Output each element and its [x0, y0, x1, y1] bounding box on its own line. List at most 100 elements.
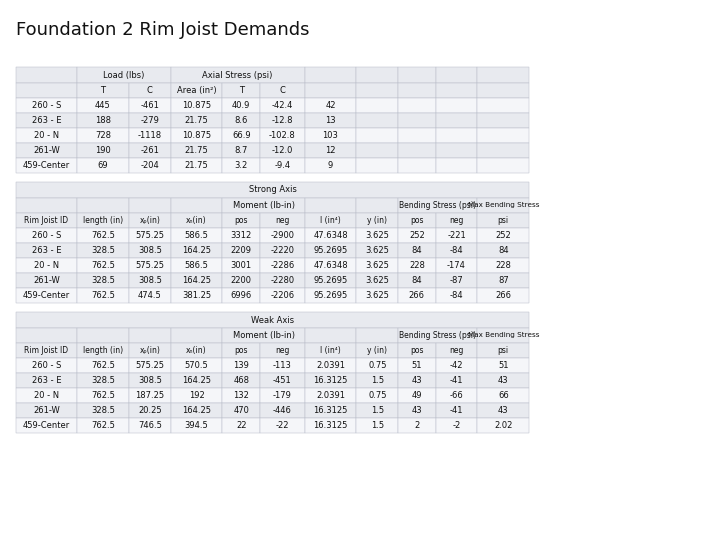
Text: 261-W: 261-W: [33, 146, 60, 155]
Text: -221: -221: [447, 231, 466, 240]
Text: neg: neg: [275, 215, 289, 225]
Bar: [222, 273, 260, 288]
Bar: [16, 113, 77, 128]
Bar: [16, 403, 77, 418]
Text: -204: -204: [140, 161, 159, 170]
Text: 308.5: 308.5: [138, 246, 162, 255]
Text: 459-Center: 459-Center: [23, 291, 70, 300]
Bar: [305, 403, 356, 418]
Text: 84: 84: [498, 246, 508, 255]
Bar: [436, 243, 477, 258]
Bar: [129, 388, 171, 403]
Bar: [477, 228, 529, 243]
Bar: [222, 258, 260, 273]
Bar: [16, 358, 77, 373]
Text: 3.625: 3.625: [365, 261, 390, 270]
Bar: [260, 98, 305, 113]
Text: Axial Stress (psi): Axial Stress (psi): [202, 71, 273, 79]
Bar: [305, 98, 356, 113]
Text: 575.25: 575.25: [135, 261, 164, 270]
Bar: [398, 358, 436, 373]
Text: 470: 470: [233, 406, 249, 415]
Bar: [356, 328, 398, 343]
Text: 87: 87: [498, 276, 508, 285]
Text: 2: 2: [414, 421, 420, 430]
Text: 3.625: 3.625: [365, 291, 390, 300]
Bar: [129, 213, 171, 228]
Bar: [171, 373, 222, 388]
Text: pos: pos: [410, 346, 423, 355]
Text: 2209: 2209: [230, 246, 252, 255]
Bar: [436, 98, 477, 113]
Text: 43: 43: [498, 376, 508, 385]
Text: Max Bending Stress: Max Bending Stress: [467, 202, 539, 208]
Bar: [129, 288, 171, 303]
Text: 66: 66: [498, 391, 508, 400]
Text: 228: 228: [409, 261, 425, 270]
Bar: [305, 288, 356, 303]
Text: 0.75: 0.75: [368, 391, 387, 400]
Text: 586.5: 586.5: [184, 261, 209, 270]
Text: 474.5: 474.5: [138, 291, 161, 300]
Bar: [16, 143, 77, 158]
Bar: [222, 83, 260, 98]
Text: 308.5: 308.5: [138, 276, 162, 285]
Bar: [305, 143, 356, 158]
Text: 51: 51: [412, 361, 422, 370]
Text: 21.75: 21.75: [185, 146, 208, 155]
Text: 459-Center: 459-Center: [23, 161, 70, 170]
Bar: [222, 288, 260, 303]
Text: 43: 43: [412, 406, 422, 415]
Bar: [398, 198, 477, 213]
Bar: [260, 228, 305, 243]
Bar: [356, 158, 398, 173]
Text: xₚ(in): xₚ(in): [140, 215, 160, 225]
Bar: [398, 273, 436, 288]
Text: 762.5: 762.5: [91, 231, 115, 240]
Bar: [222, 343, 260, 358]
Text: 762.5: 762.5: [91, 361, 115, 370]
Text: 43: 43: [498, 406, 508, 415]
Bar: [477, 328, 529, 343]
Bar: [260, 418, 305, 434]
Bar: [222, 158, 260, 173]
Text: 445: 445: [95, 101, 111, 110]
Bar: [129, 418, 171, 434]
Bar: [305, 243, 356, 258]
Text: T: T: [239, 86, 243, 94]
Text: -2286: -2286: [270, 261, 294, 270]
Text: 20.25: 20.25: [138, 406, 161, 415]
Bar: [16, 68, 77, 83]
Text: I (in⁴): I (in⁴): [320, 346, 341, 355]
Bar: [356, 83, 398, 98]
Bar: [16, 213, 77, 228]
Text: 746.5: 746.5: [138, 421, 162, 430]
Bar: [16, 158, 77, 173]
Bar: [398, 343, 436, 358]
Bar: [77, 158, 129, 173]
Bar: [16, 388, 77, 403]
Bar: [222, 113, 260, 128]
Bar: [129, 273, 171, 288]
Bar: [77, 143, 129, 158]
Bar: [477, 273, 529, 288]
Bar: [356, 273, 398, 288]
Bar: [16, 273, 77, 288]
Text: xₙ(in): xₙ(in): [186, 215, 207, 225]
Text: 2.0391: 2.0391: [316, 361, 345, 370]
Bar: [356, 98, 398, 113]
Text: 2.02: 2.02: [494, 421, 513, 430]
Bar: [171, 358, 222, 373]
Bar: [398, 288, 436, 303]
Text: Rim Joist ID: Rim Joist ID: [24, 215, 68, 225]
Bar: [16, 328, 77, 343]
Bar: [305, 358, 356, 373]
Bar: [222, 213, 260, 228]
Bar: [129, 343, 171, 358]
Bar: [77, 373, 129, 388]
Text: 762.5: 762.5: [91, 261, 115, 270]
Bar: [171, 288, 222, 303]
Bar: [305, 258, 356, 273]
Text: -2220: -2220: [270, 246, 294, 255]
Text: 328.5: 328.5: [91, 376, 115, 385]
